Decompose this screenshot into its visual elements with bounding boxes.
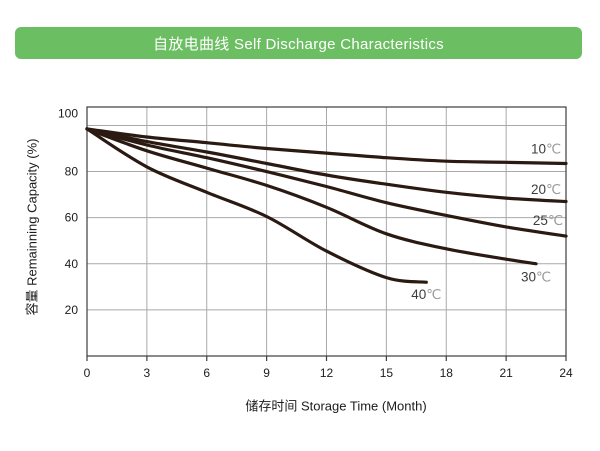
curve-40c <box>85 127 428 284</box>
x-tick-label: 15 <box>380 366 394 380</box>
x-axis-title: 储存时间 Storage Time (Month) <box>245 398 427 414</box>
y-tick-label: 60 <box>65 211 79 225</box>
series-label-30c: 30℃ <box>521 269 551 284</box>
series-label-10c: 10℃ <box>531 142 561 157</box>
x-tick-label: 0 <box>84 366 91 380</box>
chart-title-banner: 自放电曲线 Self Discharge Characteristics <box>15 27 582 59</box>
x-tick-label: 9 <box>263 366 270 380</box>
curve-25c <box>85 127 568 238</box>
x-tick-label: 12 <box>320 366 334 380</box>
curve-10c <box>85 127 568 166</box>
chart-title: 自放电曲线 Self Discharge Characteristics <box>153 35 444 53</box>
curve-30c <box>85 127 538 266</box>
x-tick-label: 3 <box>144 366 151 380</box>
y-axis-title: 容量 Remainning Capacity (%) <box>24 138 40 316</box>
series-label-20c: 20℃ <box>531 182 561 197</box>
series-label-40c: 40℃ <box>411 287 441 302</box>
x-tick-label: 6 <box>203 366 210 380</box>
x-tick-label: 21 <box>499 366 513 380</box>
x-tick-label: 24 <box>559 366 573 380</box>
y-tick-label: 20 <box>65 303 79 317</box>
series-label-25c: 25℃ <box>533 213 563 228</box>
x-tick-label: 18 <box>440 366 454 380</box>
y-tick-label: 100 <box>58 106 78 120</box>
y-tick-label: 80 <box>65 165 79 179</box>
curve-20c <box>85 127 568 204</box>
y-tick-label: 40 <box>65 257 79 271</box>
